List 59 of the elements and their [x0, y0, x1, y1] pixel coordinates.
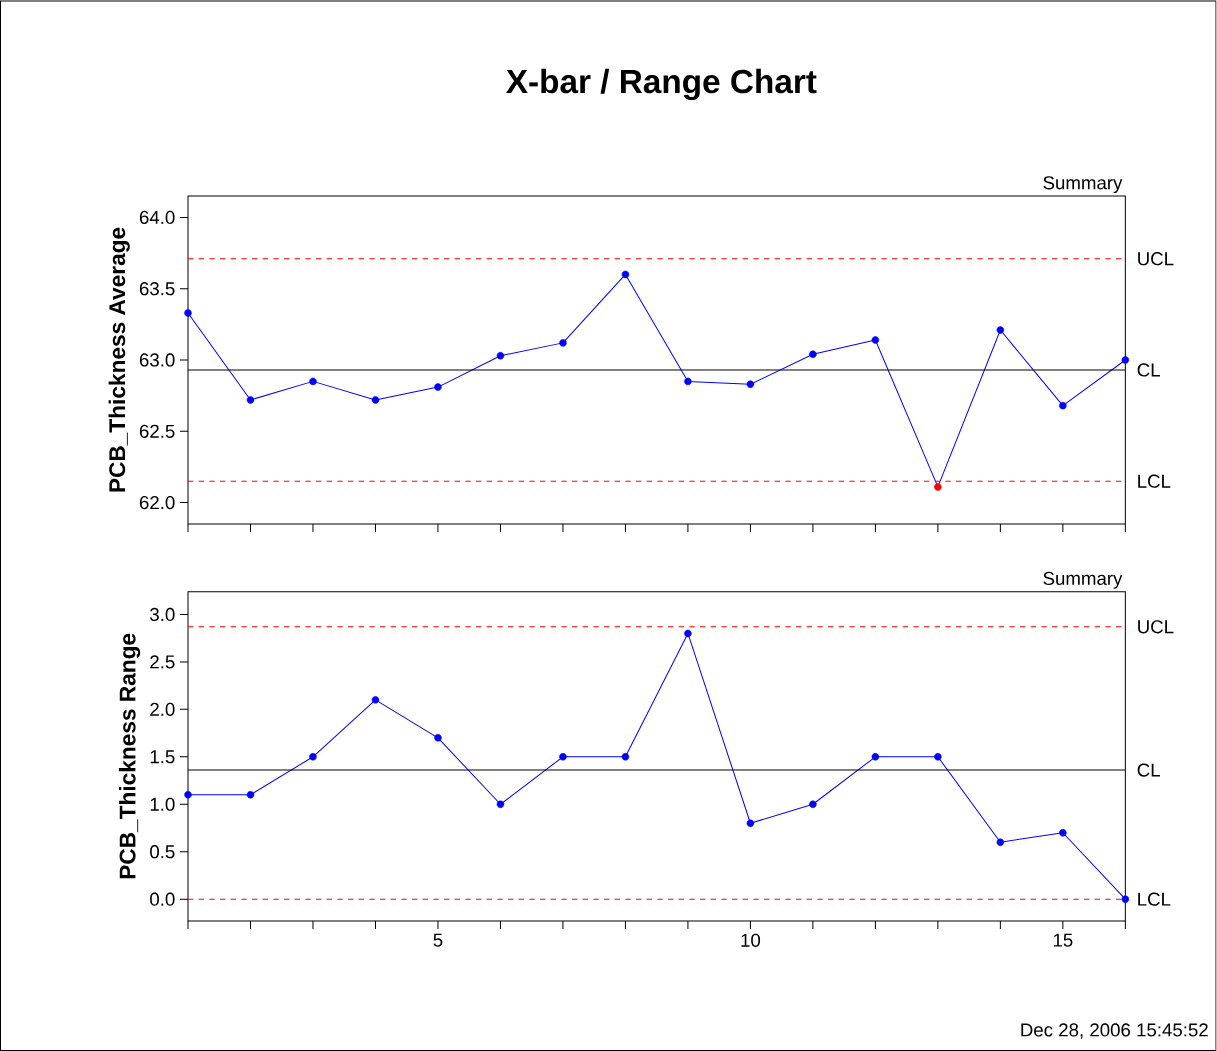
- text: Dec 28, 2006 15:45:52: [1021, 1023, 1208, 1039]
- y-tick-label: 64.0: [139, 210, 175, 224]
- point: [684, 377, 692, 386]
- point: [1059, 828, 1067, 837]
- ref-line-label: CL: [1137, 763, 1160, 777]
- point: [934, 753, 942, 761]
- y-tick-label: 0.0: [150, 892, 175, 906]
- y-tick-label: 1.5: [150, 750, 175, 764]
- chart-title: X-bar / Range Chart: [506, 68, 817, 101]
- point: [996, 838, 1005, 846]
- y-tick-label: 1.0: [150, 797, 175, 811]
- ref-line-label: CL: [1137, 363, 1160, 377]
- y-axis-title: PCB_Thickness Average: [108, 227, 130, 492]
- point: [934, 483, 942, 491]
- y-tick-label: 62.5: [139, 424, 175, 438]
- y-tick-label: 62.0: [139, 495, 175, 510]
- point: [996, 326, 1005, 334]
- point: [496, 351, 505, 360]
- point: [621, 753, 630, 761]
- point: [809, 350, 817, 359]
- point: [1059, 401, 1067, 410]
- point: [746, 819, 755, 827]
- point: [434, 383, 442, 391]
- point: [184, 791, 192, 799]
- point: [309, 753, 317, 761]
- point: [684, 629, 692, 638]
- point: [246, 791, 255, 799]
- point: [371, 396, 380, 404]
- text: Summary: [1043, 176, 1123, 194]
- x-tick-label: 15: [1053, 933, 1073, 947]
- point: [434, 734, 442, 742]
- x-tick-label: 10: [741, 933, 761, 947]
- point: [871, 753, 880, 761]
- y-tick-label: 0.5: [150, 845, 175, 859]
- point: [559, 753, 567, 761]
- y-tick-label: 63.5: [139, 282, 175, 296]
- point: [559, 339, 567, 347]
- y-tick-label: 3.0: [150, 607, 175, 622]
- point: [871, 336, 880, 344]
- point: [184, 309, 192, 317]
- point: [1121, 356, 1130, 364]
- point: [309, 377, 317, 386]
- y-axis-title: PCB_Thickness Range: [118, 633, 141, 879]
- y-tick-label: 63.0: [139, 353, 175, 367]
- point: [246, 396, 255, 404]
- point: [746, 380, 755, 388]
- point: [496, 800, 505, 808]
- point: [809, 800, 817, 808]
- text: Summary: [1043, 571, 1123, 589]
- ref-line-label: LCL: [1138, 474, 1171, 488]
- point: [371, 696, 380, 704]
- ref-line-label: UCL: [1138, 252, 1174, 266]
- x-tick-label: 5: [433, 933, 443, 947]
- y-tick-label: 2.0: [150, 702, 175, 716]
- y-tick-label: 2.5: [150, 655, 175, 669]
- ref-line-label: UCL: [1138, 620, 1174, 634]
- point: [1121, 895, 1130, 903]
- point: [621, 270, 630, 279]
- ref-line-label: LCL: [1138, 892, 1171, 906]
